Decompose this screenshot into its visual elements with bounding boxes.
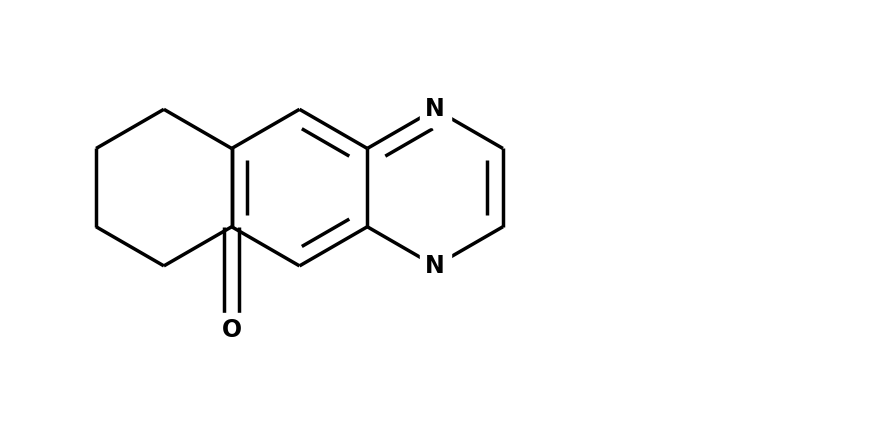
Text: N: N — [425, 254, 445, 278]
Text: N: N — [425, 97, 445, 121]
Text: O: O — [222, 319, 242, 343]
